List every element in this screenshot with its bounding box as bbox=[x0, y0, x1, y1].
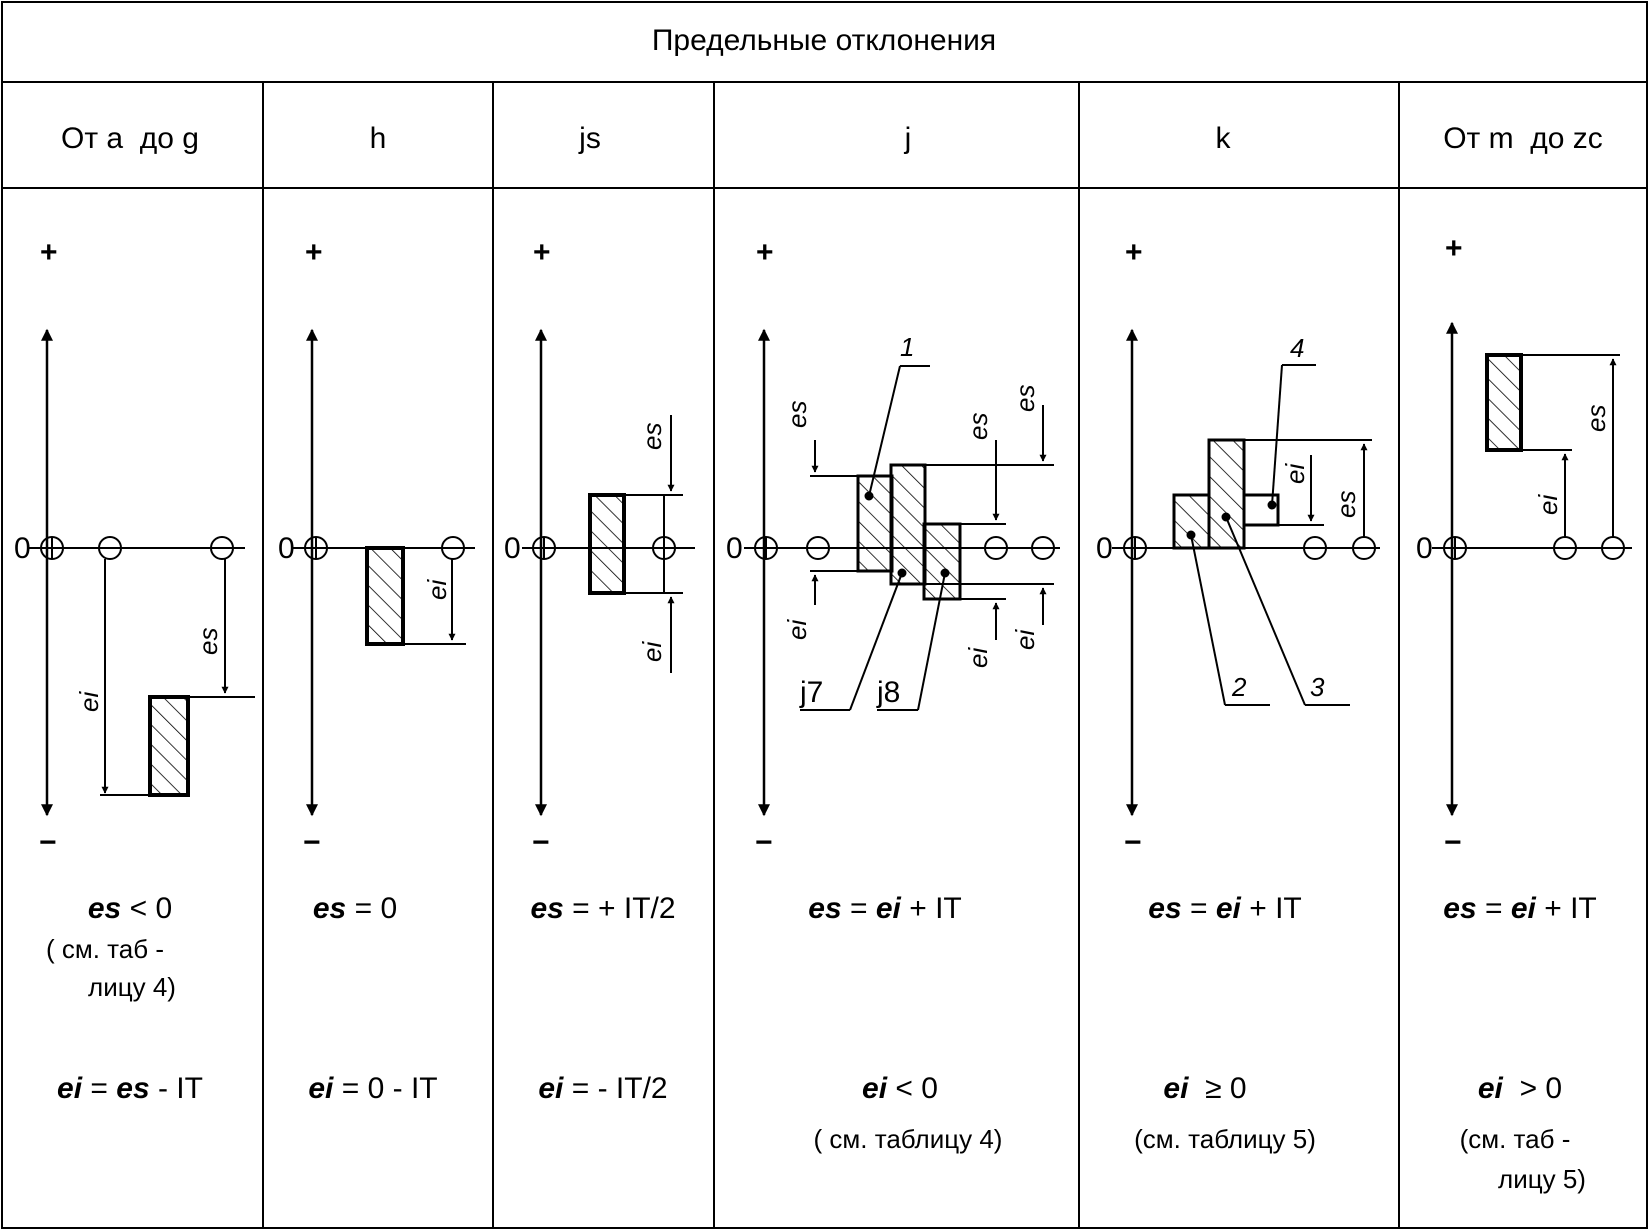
header-h: h bbox=[370, 122, 387, 155]
label-es-j: es bbox=[782, 401, 812, 428]
label-es-js: es bbox=[637, 423, 667, 450]
axis-minus-k: − bbox=[1124, 826, 1142, 859]
zone-3 bbox=[1207, 438, 1246, 550]
svg-text:ei < 0: ei < 0 bbox=[862, 1072, 938, 1105]
zone-4 bbox=[1242, 493, 1280, 527]
axis-zero-mzc: 0 bbox=[1416, 532, 1433, 565]
label-3: 3 bbox=[1310, 672, 1325, 702]
diagram-h bbox=[292, 328, 475, 817]
note-a-g-2: лицу 4) bbox=[88, 972, 176, 1002]
label-es: es bbox=[193, 628, 223, 655]
table-title: Предельные отклонения bbox=[652, 24, 996, 57]
diagram-m-zc bbox=[1432, 321, 1632, 817]
svg-text:ei = es - IT: ei = es - IT bbox=[57, 1072, 203, 1105]
svg-text:ei = 0 - IT: ei = 0 - IT bbox=[308, 1072, 437, 1105]
svg-text:es = ei + IT: es = ei + IT bbox=[808, 892, 961, 925]
svg-text:es < 0: es < 0 bbox=[88, 892, 172, 925]
note-j: ( см. таблицу 4) bbox=[814, 1124, 1003, 1154]
axis-zero: 0 bbox=[14, 532, 31, 565]
axis-plus-js: + bbox=[533, 236, 551, 269]
axis-zero-h: 0 bbox=[278, 532, 295, 565]
axis-plus-h: + bbox=[305, 236, 323, 269]
column-headers: От a до g h js j k От m до zc bbox=[61, 122, 1603, 155]
axis-zero-k: 0 bbox=[1096, 532, 1113, 565]
label-es-j8: es bbox=[963, 413, 993, 440]
note-mzc-2: лицу 5) bbox=[1498, 1164, 1586, 1194]
es-formulas: es < 0 ( см. таб - лицу 4) es = 0 es = +… bbox=[46, 892, 1597, 1002]
label-ei-j7: ei bbox=[1010, 629, 1040, 650]
axis-minus-js: − bbox=[532, 826, 550, 859]
note-a-g-1: ( см. таб - bbox=[46, 934, 164, 964]
label-es-mzc: es bbox=[1581, 405, 1611, 432]
header-k: k bbox=[1216, 122, 1232, 155]
label-j8: j8 bbox=[876, 676, 900, 709]
header-j: j bbox=[904, 122, 912, 155]
svg-text:es = ei + IT: es = ei + IT bbox=[1443, 892, 1596, 925]
svg-text:es = + IT/2: es = + IT/2 bbox=[530, 892, 675, 925]
header-a-g: От a до g bbox=[61, 122, 199, 155]
header-m-zc: От m до zc bbox=[1443, 122, 1603, 155]
axis-zero-js: 0 bbox=[504, 532, 521, 565]
label-ei-h: ei bbox=[422, 579, 452, 600]
label-j7: j7 bbox=[799, 676, 823, 709]
header-js: js bbox=[578, 122, 601, 155]
axis-minus-j: − bbox=[755, 826, 773, 859]
axis-minus: − bbox=[39, 826, 57, 859]
zone-j7 bbox=[889, 463, 927, 586]
note-mzc-1: (см. таб - bbox=[1460, 1124, 1571, 1154]
axis-zero-j: 0 bbox=[726, 532, 743, 565]
axis-plus-k: + bbox=[1125, 236, 1143, 269]
label-4: 4 bbox=[1290, 333, 1304, 363]
label-ei-mzc: ei bbox=[1533, 494, 1563, 515]
diagram-js bbox=[522, 328, 695, 817]
svg-text:ei ≥ 0: ei ≥ 0 bbox=[1163, 1072, 1246, 1105]
label-1: 1 bbox=[900, 332, 914, 362]
ei-formulas: ei = es - IT ei = 0 - IT ei = - IT/2 ei … bbox=[57, 1072, 1586, 1194]
svg-text:ei = - IT/2: ei = - IT/2 bbox=[538, 1072, 667, 1105]
label-ei-js: ei bbox=[637, 641, 667, 662]
svg-text:es = 0: es = 0 bbox=[313, 892, 397, 925]
tolerance-zone bbox=[148, 695, 190, 797]
label-ei-j8: ei bbox=[963, 647, 993, 668]
note-k: (см. таблицу 5) bbox=[1134, 1124, 1316, 1154]
svg-text:ei > 0: ei > 0 bbox=[1478, 1072, 1562, 1105]
label-ei-j: ei bbox=[782, 619, 812, 640]
label-es-j7: es bbox=[1010, 385, 1040, 412]
axis-plus-j: + bbox=[756, 236, 774, 269]
axis-minus-h: − bbox=[303, 826, 321, 859]
label-ei: ei bbox=[74, 691, 104, 712]
label-ei-k: ei bbox=[1280, 463, 1310, 484]
zone-1 bbox=[856, 474, 894, 573]
axis-minus-mzc: − bbox=[1444, 826, 1462, 859]
axis-plus-mzc: + bbox=[1445, 232, 1463, 265]
axis-plus: + bbox=[40, 236, 58, 269]
diagram-j bbox=[744, 328, 1060, 817]
diagram-k bbox=[1112, 328, 1380, 817]
label-2: 2 bbox=[1231, 672, 1247, 702]
label-es-k: es bbox=[1331, 491, 1361, 518]
diagram-a-g bbox=[28, 328, 255, 817]
svg-text:es = ei + IT: es = ei + IT bbox=[1148, 892, 1301, 925]
